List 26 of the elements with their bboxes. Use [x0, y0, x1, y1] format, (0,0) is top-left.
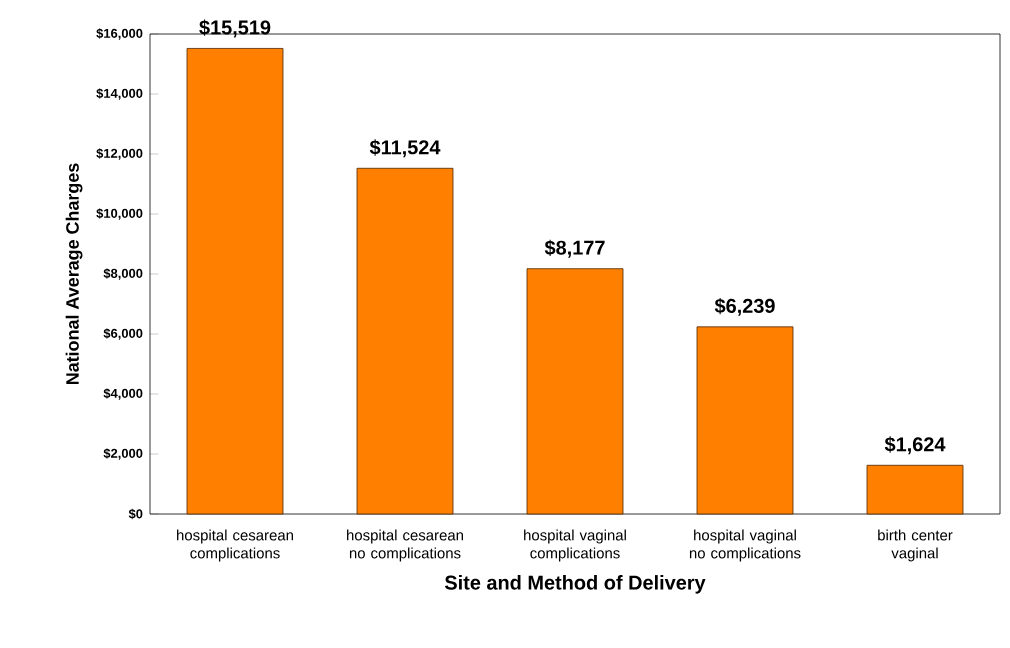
y-tick-label: $0 — [128, 508, 143, 520]
y-tick-label: $14,000 — [96, 88, 143, 100]
y-axis-title: National Average Charges — [65, 163, 83, 385]
data-label: $1,624 — [884, 436, 946, 455]
y-tick-label: $2,000 — [103, 448, 143, 460]
y-tick-label: $12,000 — [96, 148, 143, 160]
data-label: $8,177 — [544, 239, 605, 258]
bar — [866, 464, 964, 515]
bar — [356, 167, 454, 515]
x-tick-label: hospital vaginal no complications — [689, 529, 801, 562]
y-tick-label: $16,000 — [96, 28, 143, 40]
x-axis-title: Site and Method of Delivery — [444, 575, 706, 594]
bar — [186, 48, 284, 515]
bar — [696, 326, 794, 515]
y-tick-label: $4,000 — [103, 388, 143, 400]
x-tick-label: hospital vaginal complications — [524, 529, 626, 562]
bar — [526, 268, 624, 515]
x-tick-label: hospital cesarean no complications — [347, 529, 463, 562]
y-tick-label: $10,000 — [96, 208, 143, 220]
data-label: $11,524 — [369, 139, 441, 158]
data-label: $6,239 — [714, 297, 775, 316]
y-tick-label: $8,000 — [103, 268, 143, 280]
x-tick-label: hospital cesarean complications — [177, 529, 293, 562]
y-tick-label: $6,000 — [103, 328, 143, 340]
data-label: $15,519 — [199, 19, 271, 38]
x-tick-label: birth center vaginal — [878, 529, 953, 562]
